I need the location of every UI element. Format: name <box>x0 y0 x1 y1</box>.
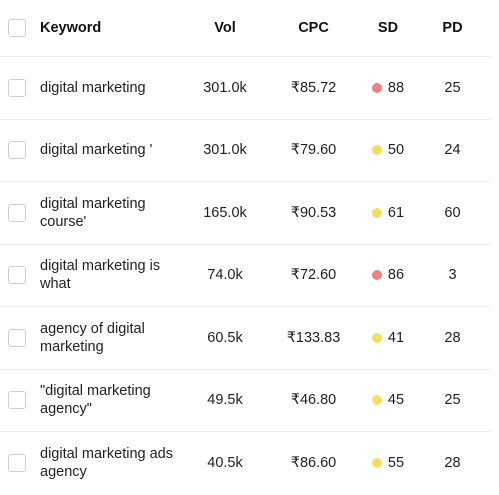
column-header-vol[interactable]: Vol <box>214 20 236 36</box>
sd-cell: 88 <box>362 79 414 97</box>
vol-cell: 40.5k <box>207 455 243 472</box>
keyword-cell: digital marketing ads agency <box>40 446 173 481</box>
row-checkbox-cell <box>0 391 40 410</box>
vol-cell: 74.0k <box>207 267 243 284</box>
vol-cell: 301.0k <box>203 142 247 159</box>
column-header-keyword[interactable]: Keyword <box>40 20 102 36</box>
sd-value: 86 <box>387 267 405 284</box>
keyword-cell: "digital marketing agency" <box>40 383 151 418</box>
sd-difficulty-dot-icon <box>371 395 382 406</box>
row-checkbox[interactable] <box>8 141 26 160</box>
pd-cell: 24 <box>444 142 461 159</box>
sd-cell: 41 <box>362 329 414 347</box>
sd-cell: 55 <box>362 454 414 472</box>
vol-cell: 49.5k <box>207 392 243 409</box>
keyword-cell: digital marketing <box>40 79 146 96</box>
keyword-cell: digital marketing ' <box>40 142 153 159</box>
cpc-cell: ₹79.60 <box>290 142 337 159</box>
sd-difficulty-dot-icon <box>371 332 382 343</box>
cpc-cell: ₹85.72 <box>290 79 337 96</box>
cpc-cell: ₹90.53 <box>290 204 337 221</box>
row-checkbox[interactable] <box>8 328 26 347</box>
row-checkbox-cell <box>0 78 40 97</box>
pd-cell: 28 <box>444 455 461 472</box>
sd-value: 45 <box>387 392 405 409</box>
select-all-checkbox[interactable] <box>8 19 26 37</box>
sd-value: 88 <box>387 79 405 96</box>
pd-cell: 25 <box>444 79 461 96</box>
table-header: Keyword Vol CPC SD PD <box>0 0 491 57</box>
cpc-cell: ₹86.60 <box>290 455 337 472</box>
vol-cell: 165.0k <box>203 204 247 221</box>
cpc-cell: ₹72.60 <box>290 267 337 284</box>
pd-cell: 28 <box>444 329 461 346</box>
row-checkbox[interactable] <box>8 454 26 473</box>
pd-cell: 25 <box>444 392 461 409</box>
sd-value: 55 <box>387 455 405 472</box>
row-checkbox-cell <box>0 266 40 285</box>
row-checkbox-cell <box>0 141 40 160</box>
vol-cell: 301.0k <box>203 79 247 96</box>
sd-difficulty-dot-icon <box>371 458 382 469</box>
pd-cell: 3 <box>448 267 457 284</box>
cpc-cell: ₹46.80 <box>290 392 337 409</box>
sd-cell: 50 <box>362 141 414 159</box>
row-checkbox[interactable] <box>8 203 26 222</box>
row-checkbox-cell <box>0 454 40 473</box>
header-checkbox-cell <box>0 19 40 37</box>
sd-value: 61 <box>387 204 405 221</box>
sd-difficulty-dot-icon <box>371 82 382 93</box>
row-checkbox[interactable] <box>8 391 26 410</box>
sd-cell: 61 <box>362 204 414 222</box>
sd-value: 50 <box>387 142 405 159</box>
keyword-cell: digital marketing course' <box>40 195 146 230</box>
table-row: "digital marketing agency" 49.5k ₹46.80 … <box>0 370 491 432</box>
table-row: digital marketing 301.0k ₹85.72 88 25 <box>0 57 491 120</box>
sd-cell: 45 <box>362 391 414 409</box>
sd-cell: 86 <box>362 266 414 284</box>
table-row: digital marketing is what 74.0k ₹72.60 8… <box>0 245 491 307</box>
keyword-cell: digital marketing is what <box>40 258 161 293</box>
table-row: digital marketing ads agency 40.5k ₹86.6… <box>0 432 491 495</box>
table-row: digital marketing course' 165.0k ₹90.53 … <box>0 182 491 245</box>
column-header-sd[interactable]: SD <box>377 20 399 36</box>
sd-value: 41 <box>387 329 405 346</box>
sd-difficulty-dot-icon <box>371 270 382 281</box>
row-checkbox-cell <box>0 203 40 222</box>
cpc-cell: ₹133.83 <box>286 329 341 346</box>
column-header-cpc[interactable]: CPC <box>298 20 329 36</box>
column-header-pd[interactable]: PD <box>442 20 463 36</box>
row-checkbox[interactable] <box>8 266 26 285</box>
row-checkbox[interactable] <box>8 78 26 97</box>
vol-cell: 60.5k <box>207 329 243 346</box>
row-checkbox-cell <box>0 328 40 347</box>
table-row: agency of digital marketing 60.5k ₹133.8… <box>0 307 491 370</box>
keyword-cell: agency of digital marketing <box>40 320 145 355</box>
table-row: digital marketing ' 301.0k ₹79.60 50 24 <box>0 120 491 182</box>
pd-cell: 60 <box>444 204 461 221</box>
sd-difficulty-dot-icon <box>371 145 382 156</box>
sd-difficulty-dot-icon <box>371 207 382 218</box>
